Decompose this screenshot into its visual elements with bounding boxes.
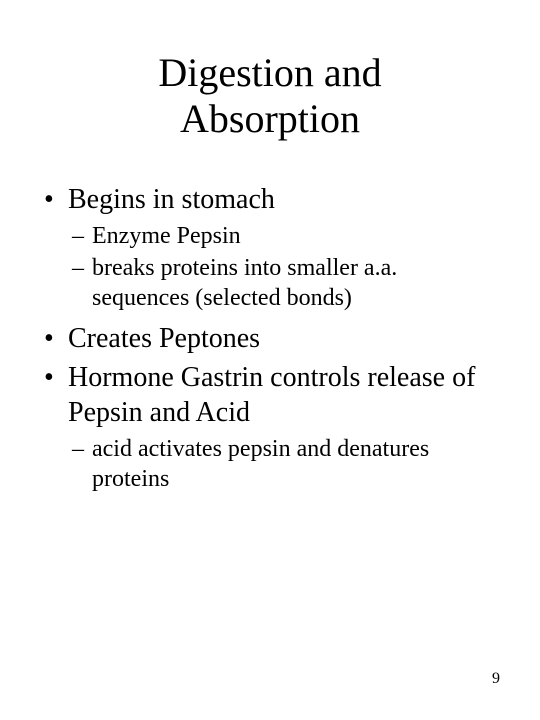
sub-list: Enzyme Pepsin breaks proteins into small… <box>40 221 500 313</box>
sub-text: breaks proteins into smaller a.a. sequen… <box>92 255 397 311</box>
sub-item: breaks proteins into smaller a.a. sequen… <box>40 253 500 313</box>
sub-item: acid activates pepsin and denatures prot… <box>40 434 500 494</box>
bullet-text: Begins in stomach <box>68 184 275 215</box>
title-line-1: Digestion and <box>158 50 381 95</box>
slide-title: Digestion and Absorption <box>40 50 500 142</box>
bullet-text: Creates Peptones <box>68 323 260 354</box>
sub-list: acid activates pepsin and denatures prot… <box>40 434 500 494</box>
bullet-item: Creates Peptones <box>40 321 500 356</box>
sub-text: acid activates pepsin and denatures prot… <box>92 436 429 492</box>
title-line-2: Absorption <box>180 96 360 141</box>
bullet-item: Begins in stomach <box>40 182 500 217</box>
bullet-text: Hormone Gastrin controls release of Peps… <box>68 362 475 428</box>
bullet-item: Hormone Gastrin controls release of Peps… <box>40 360 500 430</box>
sub-item: Enzyme Pepsin <box>40 221 500 251</box>
page-number: 9 <box>492 670 500 688</box>
sub-text: Enzyme Pepsin <box>92 223 241 249</box>
bullet-list: Begins in stomach Enzyme Pepsin breaks p… <box>40 182 500 494</box>
